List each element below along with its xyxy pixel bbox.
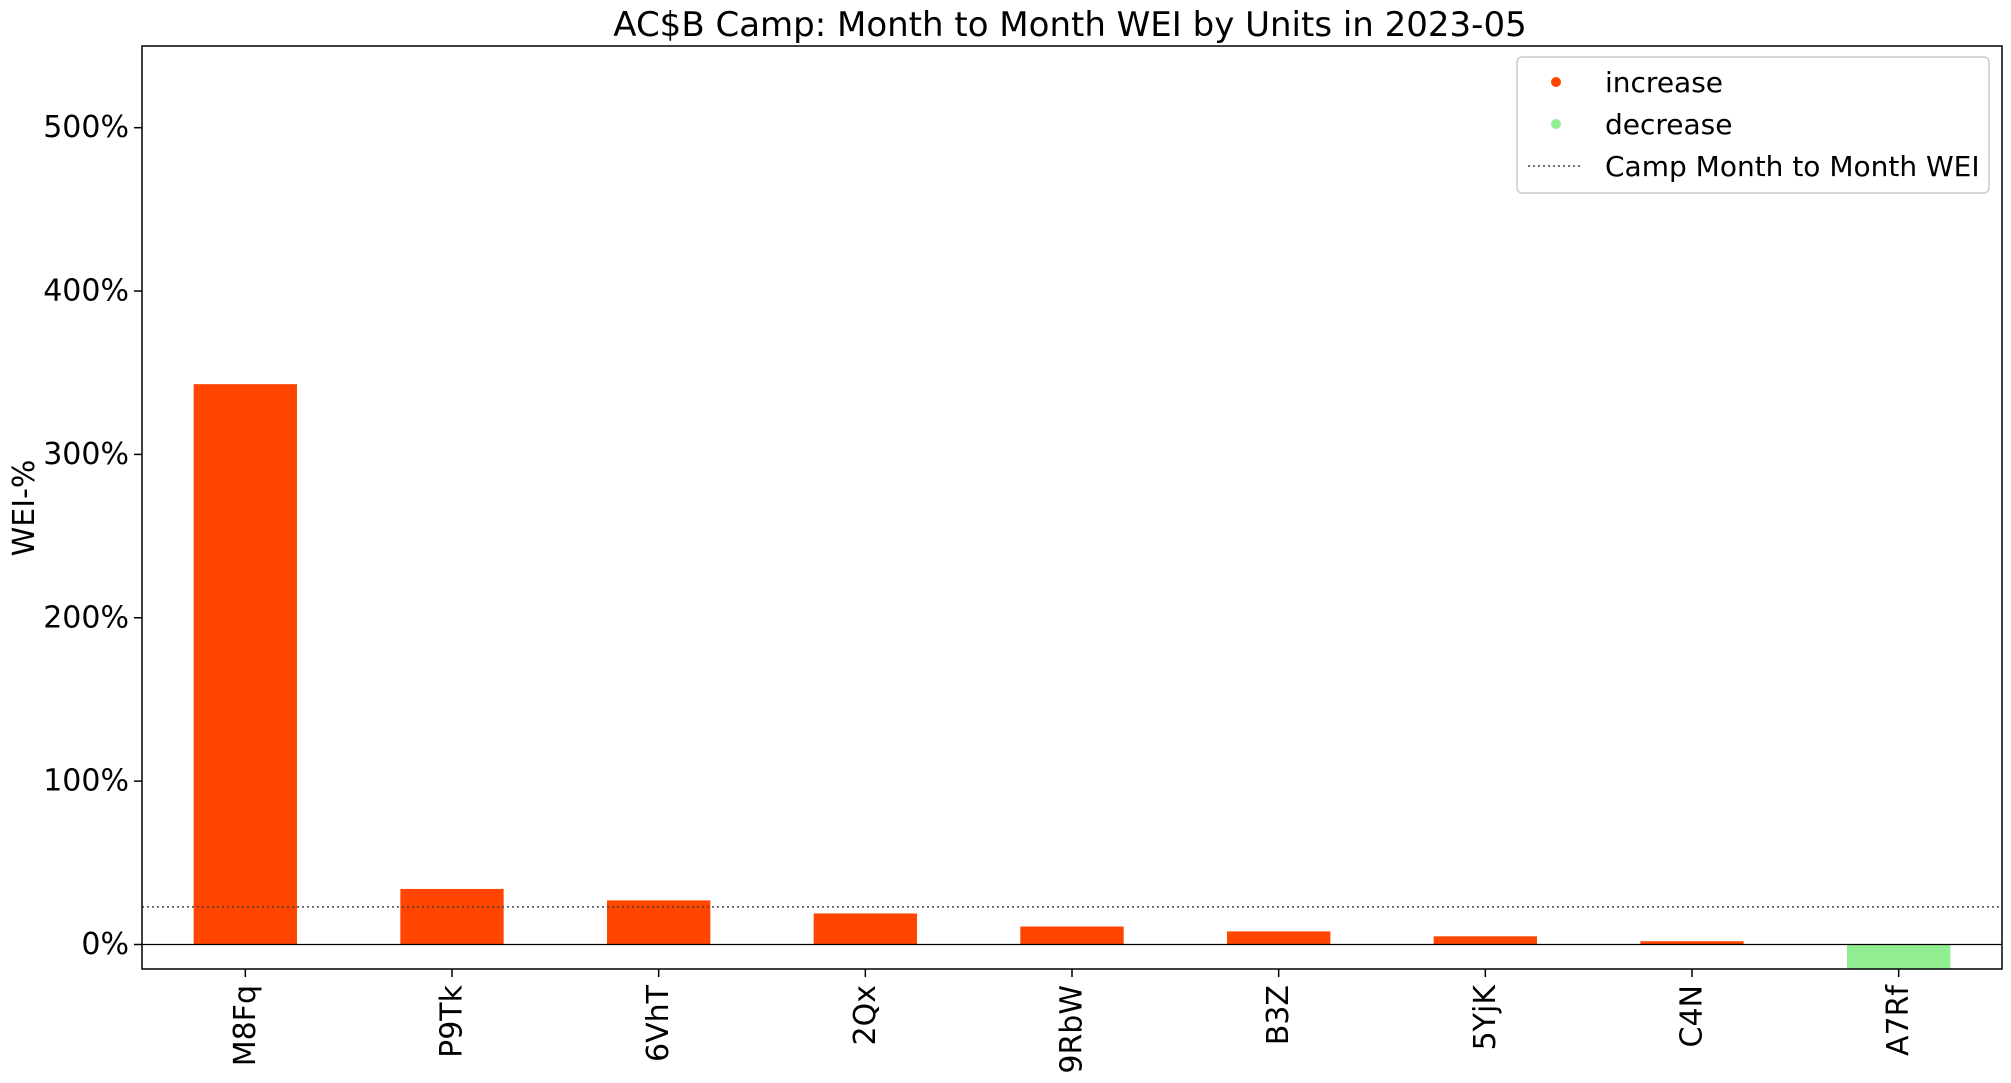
y-tick-label: 400% [43,274,129,309]
x-tick-label: B3Z [1261,985,1296,1045]
bar [813,913,917,945]
y-axis-label: WEI-% [7,460,42,557]
y-tick-label: 300% [43,437,129,472]
bar [607,900,711,945]
legend-reference-line-label: Camp Month to Month WEI [1605,150,1980,183]
plot-frame [141,45,2003,970]
y-tick-label: 200% [43,600,129,635]
legend-frame [1516,56,1990,194]
bar [1020,926,1124,945]
bar [193,384,297,945]
chart-title: AC$B Camp: Month to Month WEI by Units i… [613,5,1526,45]
x-tick-label: A7Rf [1881,984,1916,1056]
legend-decrease-label: decrease [1605,108,1733,141]
y-tick-label: 100% [43,764,129,799]
legend: increase decrease Camp Month to Month WE… [1516,56,1990,194]
plot-area: M8Fq P9Tk 6VhT 2Qx 9RbW B3Z 5YjK C4N A7Rf 0% 100% 2… [43,45,2003,1074]
x-tick-label: 2Qx [848,985,883,1045]
x-tick-label: M8Fq [228,985,263,1066]
legend-decrease-marker [1551,119,1561,129]
legend-increase-marker [1551,77,1561,87]
bar [1640,941,1744,945]
legend-increase-label: increase [1605,66,1723,99]
x-tick-label: 5YjK [1468,984,1503,1051]
bar [400,888,504,945]
bar [1227,931,1331,945]
bar [1433,936,1537,945]
x-tick-label: 6VhT [641,984,676,1062]
y-tick-label: 0% [81,927,129,962]
y-tick-label: 500% [43,110,129,145]
x-tick-label: C4N [1675,985,1710,1047]
x-tick-label: 9RbW [1055,985,1090,1074]
bar [1847,944,1951,969]
x-tick-label: P9Tk [435,984,470,1058]
